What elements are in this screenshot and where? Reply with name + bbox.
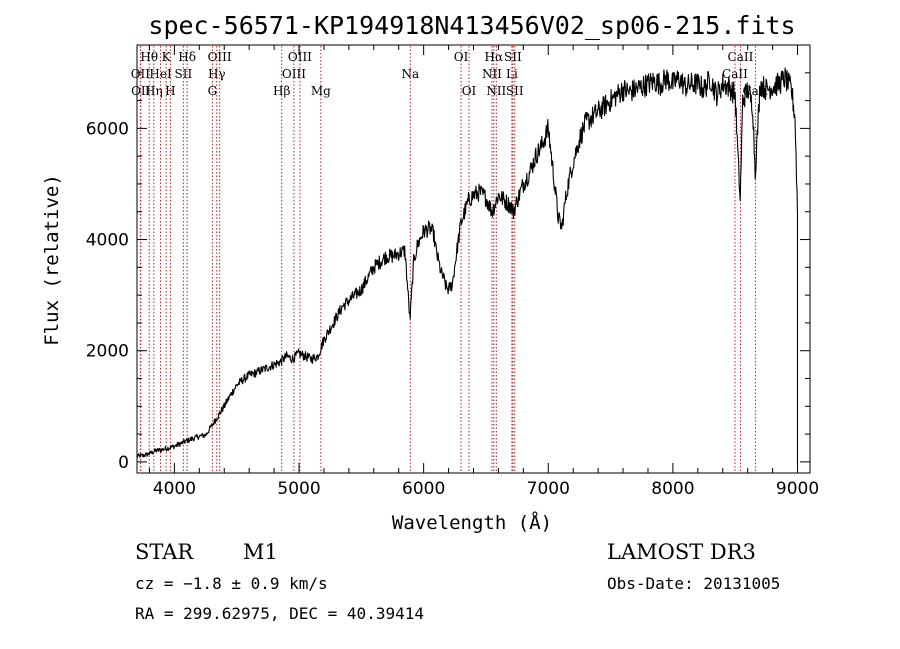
ra-dec: RA = 299.62975, DEC = 40.39414 [135,604,424,623]
emission-line-label: SII [175,67,193,81]
emission-line-label: HeI [149,67,172,81]
emission-line-markers [139,46,756,472]
y-tick-label: 0 [118,453,129,473]
emission-line-label: SII [506,84,524,98]
y-tick-label: 4000 [86,231,129,251]
emission-line-label: Na [401,67,419,81]
emission-line-label: SII [504,50,522,64]
emission-line-label: NII [486,84,506,98]
emission-line-label: Hα [485,50,504,64]
x-tick-label: 6000 [402,479,445,499]
emission-line-label: OII [131,84,151,98]
x-tick-label: 5000 [277,479,320,499]
emission-line-label: Hγ [208,67,226,81]
emission-line-label: K [162,50,172,64]
emission-line-label: OI [462,84,477,98]
y-axis-label: Flux (relative) [41,174,63,346]
x-tick-label: 4000 [153,479,196,499]
emission-line-label: NII [482,67,502,81]
emission-line-label: CaII [722,67,748,81]
y-tick-label: 2000 [86,342,129,362]
emission-line-label: H [165,84,175,98]
redshift-cz: cz = −1.8 ± 0.9 km/s [135,574,328,593]
emission-line-label: OII [131,67,151,81]
emission-line-label: Hδ [178,50,196,64]
y-tick-label: 6000 [86,119,129,139]
chart-title: spec-56571-KP194918N413456V02_sp06-215.f… [148,11,795,40]
emission-line-label: CaII [728,50,754,64]
emission-line-label: OI [454,50,469,64]
x-tick-label: 7000 [527,479,570,499]
axis-ticks: 4000 5000 6000 7000 8000 9000 0 2000 4000 6000 [86,44,819,499]
emission-line-label: OIII [282,67,306,81]
observation-date: Obs-Date: 20131005 [607,574,780,593]
emission-line-label: G [208,84,218,98]
x-tick-label: 9000 [776,479,819,499]
emission-line-label: Mg [311,84,331,98]
emission-line-label: Hη [145,84,163,98]
emission-line-label: Hθ [140,50,158,64]
emission-line-label: Li [506,67,518,81]
object-class: STAR [135,540,194,564]
emission-line-label: OIII [288,50,312,64]
survey-name: LAMOST DR3 [607,540,756,564]
x-tick-label: 8000 [651,479,694,499]
spectrum-line [136,67,799,465]
plot-frame [136,44,811,474]
x-axis-label: Wavelength (Å) [392,511,552,534]
object-subclass: M1 [243,540,278,564]
emission-line-label: Hβ [273,84,290,98]
emission-line-label: OIII [208,50,232,64]
